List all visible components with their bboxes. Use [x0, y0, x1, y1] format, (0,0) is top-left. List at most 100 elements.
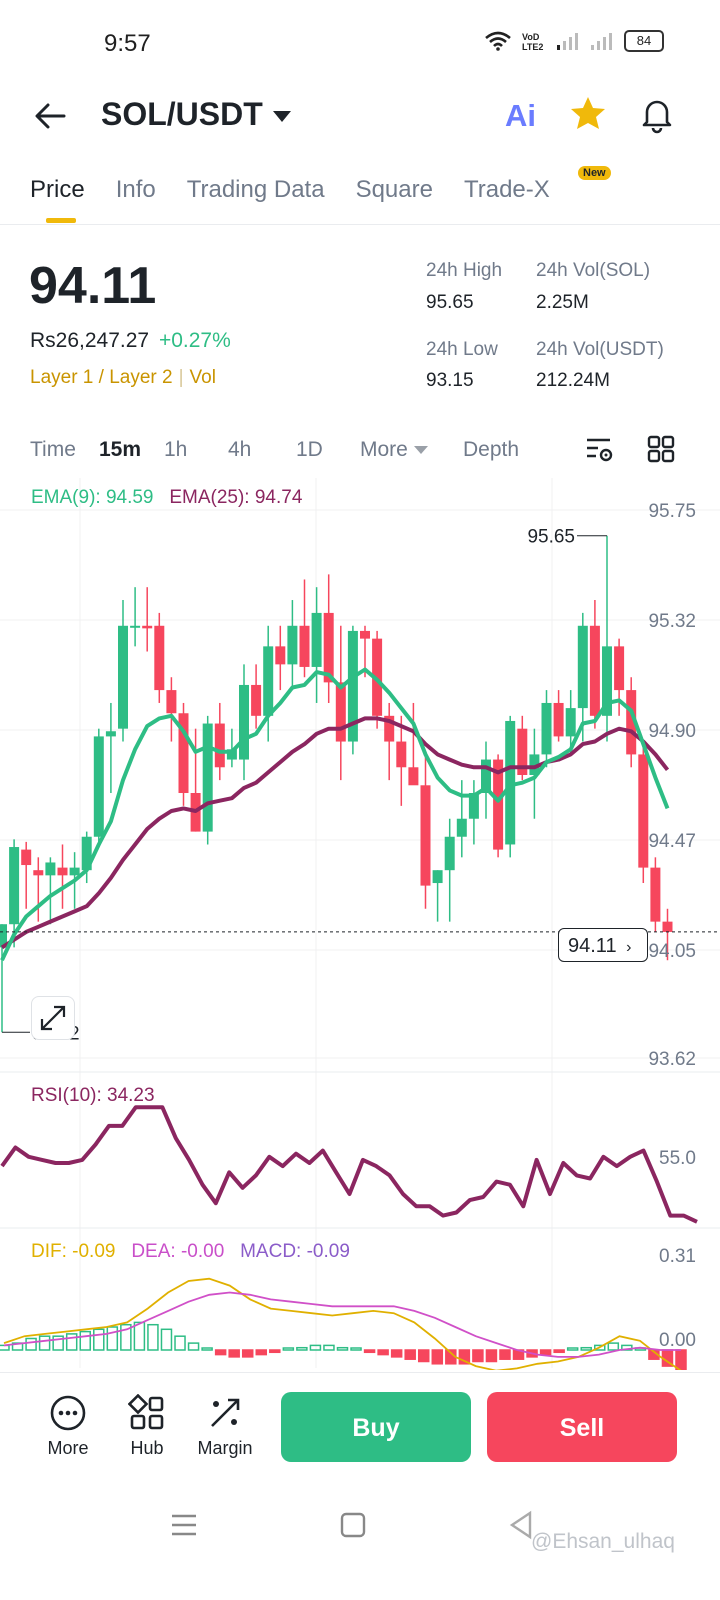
interval-more[interactable]: More — [360, 438, 463, 462]
candle-body — [456, 818, 467, 837]
favorite-star-icon[interactable] — [568, 94, 608, 134]
interval-15m[interactable]: 15m — [99, 438, 142, 461]
candle-body — [299, 625, 310, 667]
macd-histogram-bar — [147, 1323, 159, 1351]
category-tag[interactable]: Layer 1 / Layer 2 — [30, 367, 173, 388]
rsi-panel: 55.0 — [0, 1105, 698, 1224]
macd-histogram-bar — [160, 1328, 173, 1351]
macd-histogram-bar — [255, 1349, 268, 1356]
battery-icon: 84 — [624, 30, 664, 52]
interval-4h[interactable]: 4h — [228, 438, 252, 461]
macd-histogram-bar — [296, 1346, 308, 1351]
rsi-value: RSI(10): 34.23 — [31, 1085, 155, 1106]
tab-trading-data[interactable]: Trading Data — [186, 176, 325, 203]
candle-body — [565, 708, 576, 737]
candle-body — [154, 625, 165, 691]
chart-settings-icon[interactable] — [584, 434, 616, 466]
tag-separator: | — [178, 367, 184, 388]
candle-body — [275, 646, 286, 665]
macd-histogram-bar — [38, 1335, 51, 1351]
candle-body — [178, 713, 189, 794]
ema9-value: EMA(9): 94.59 — [31, 487, 154, 508]
candle-body — [529, 754, 540, 775]
active-tab-indicator — [46, 218, 76, 223]
buy-button[interactable]: Buy — [281, 1392, 471, 1462]
interval-time[interactable]: Time — [30, 438, 76, 461]
candle-body — [444, 836, 455, 871]
hub-button[interactable]: Hub — [107, 1394, 187, 1459]
home-icon[interactable] — [340, 1512, 366, 1538]
fiat-value: Rs26,247.27 — [30, 329, 150, 352]
interval-1h[interactable]: 1h — [164, 438, 188, 461]
candle-body — [287, 625, 298, 665]
candle-body — [251, 684, 262, 716]
notification-bell-icon[interactable] — [637, 94, 677, 134]
current-price-tag[interactable]: 94.11 › — [558, 928, 648, 962]
status-time: 9:57 — [104, 30, 151, 57]
macd-histogram-bar — [120, 1323, 132, 1351]
macd-histogram-bar — [52, 1335, 64, 1351]
macd-histogram-bar — [607, 1342, 620, 1351]
ema9-line — [0, 667, 670, 962]
tab-trade-x[interactable]: Trade-X — [463, 176, 550, 203]
recents-icon[interactable] — [172, 1514, 196, 1536]
low-label: 24h Low — [426, 339, 498, 360]
vol-usdt-label: 24h Vol(USDT) — [536, 339, 664, 360]
vol-tag[interactable]: Vol — [189, 367, 216, 388]
tab-square[interactable]: Square — [355, 176, 433, 203]
margin-button[interactable]: Margin — [185, 1394, 265, 1459]
interval-1d[interactable]: 1D — [296, 438, 323, 461]
candle-body — [0, 924, 7, 948]
tab-info[interactable]: Info — [115, 176, 156, 203]
candle-body — [105, 731, 116, 737]
candle-body — [202, 723, 213, 832]
fiat-price: Rs26,247.27 +0.27% — [30, 329, 231, 353]
macd-histogram-bar — [472, 1349, 484, 1363]
rsi-axis-label: 55.0 — [659, 1148, 696, 1169]
fullscreen-button[interactable] — [31, 996, 75, 1040]
price-change: +0.27% — [158, 329, 231, 352]
tab-price[interactable]: Price — [30, 176, 85, 223]
sell-button[interactable]: Sell — [487, 1392, 677, 1462]
macd-histogram-bar — [417, 1349, 430, 1363]
ema-legend: EMA(9): 94.59 EMA(25): 94.74 — [31, 487, 302, 509]
macd-histogram-bar — [25, 1337, 37, 1351]
system-nav-bar — [172, 1510, 532, 1540]
candle-body — [323, 612, 334, 683]
more-button[interactable]: More — [28, 1394, 108, 1459]
macd-dea-line — [3, 1291, 681, 1358]
back-nav-icon[interactable] — [509, 1510, 532, 1540]
back-arrow-icon[interactable] — [30, 96, 70, 136]
rsi-line — [0, 1105, 698, 1224]
candle-body — [347, 630, 358, 742]
candlestick-chart[interactable]: 0.310.00 55.0 95.6593.7295.7595.3294.909… — [0, 478, 720, 1370]
macd-histogram-bar — [309, 1344, 322, 1351]
macd-histogram-bar — [214, 1349, 227, 1356]
pair-selector[interactable]: SOL/USDT — [101, 96, 291, 133]
candle-body — [577, 625, 588, 709]
candle-body — [468, 793, 479, 819]
ema25-value: EMA(25): 94.74 — [169, 487, 303, 508]
macd-dif-line — [3, 1277, 682, 1370]
macd-histogram-bar — [79, 1330, 91, 1351]
macd-histogram-bar — [363, 1349, 376, 1354]
candle-body — [493, 759, 504, 850]
price-axis-label: 94.90 — [648, 721, 696, 742]
new-badge: New — [578, 166, 611, 180]
layout-grid-icon[interactable] — [646, 434, 676, 464]
depth-tab[interactable]: Depth — [463, 438, 520, 461]
macd-histogram-bar — [93, 1328, 105, 1351]
candle-body — [142, 625, 153, 629]
macd-legend: DIF: -0.09 DEA: -0.00 MACD: -0.09 — [31, 1241, 350, 1263]
macd-histogram-bar — [675, 1349, 687, 1370]
status-icons: VoD LTE2 84 — [484, 30, 664, 52]
macd-histogram-bar — [228, 1349, 240, 1358]
candle-body — [650, 867, 661, 922]
candle-body — [481, 759, 491, 794]
low-value: 93.15 — [426, 370, 474, 391]
ai-assistant-icon[interactable]: Ai — [505, 98, 536, 133]
vol-sol-label: 24h Vol(SOL) — [536, 260, 651, 281]
candle-body — [263, 646, 274, 716]
macd-histogram-bar — [350, 1347, 362, 1351]
